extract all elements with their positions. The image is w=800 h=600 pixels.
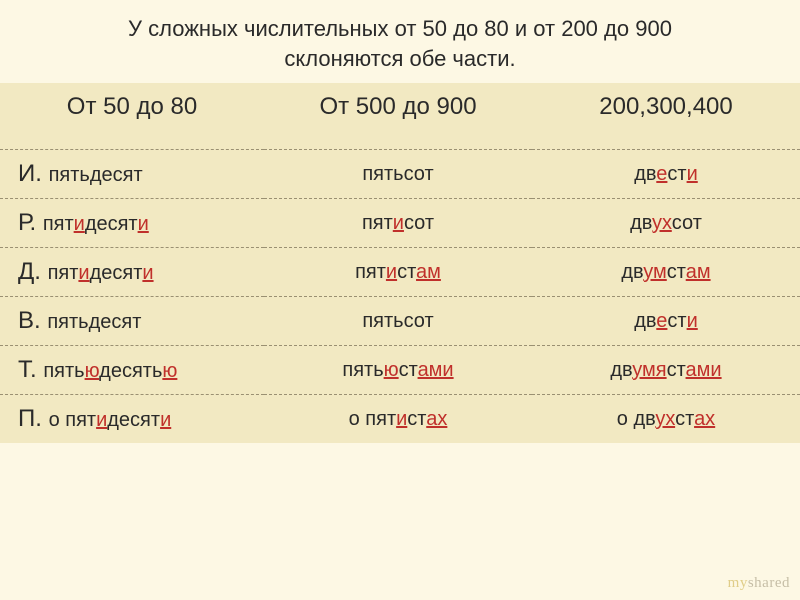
table-header-row: От 50 до 80 От 500 до 900 200,300,400 [0, 83, 800, 150]
value-cell: двести [532, 297, 800, 346]
case-cell: П. о пятидесяти [0, 395, 264, 444]
col-header-2: От 500 до 900 [264, 83, 532, 150]
case-letter: Д. [18, 258, 48, 285]
case-cell: Р. пятидесяти [0, 199, 264, 248]
watermark: myshared [728, 575, 790, 592]
case-cell: Т. пятьюдесятью [0, 346, 264, 395]
value-cell: пятисот [264, 199, 532, 248]
col-header-3: 200,300,400 [532, 83, 800, 150]
case-cell: Д. пятидесяти [0, 248, 264, 297]
value-cell: пятистам [264, 248, 532, 297]
case-cell: И. пятьдесят [0, 150, 264, 199]
slide: У сложных числительных от 50 до 80 и от … [0, 0, 800, 600]
case-letter: Р. [18, 209, 43, 236]
value-cell: о двухстах [532, 395, 800, 444]
title-line-2: склоняются обе части. [284, 46, 515, 71]
col-header-1: От 50 до 80 [0, 83, 264, 150]
value-cell: двухсот [532, 199, 800, 248]
table-row: Д. пятидесятипятистамдвумстам [0, 248, 800, 297]
table-row: В. пятьдесятпятьсотдвести [0, 297, 800, 346]
table-row: Р. пятидесятипятисотдвухсот [0, 199, 800, 248]
case-cell: В. пятьдесят [0, 297, 264, 346]
case-letter: П. [18, 405, 49, 432]
declension-table: От 50 до 80 От 500 до 900 200,300,400 И.… [0, 83, 800, 443]
case-letter: В. [18, 307, 47, 334]
slide-title: У сложных числительных от 50 до 80 и от … [0, 0, 800, 83]
table-row: Т. пятьюдесятьюпятьюстамидвумястами [0, 346, 800, 395]
value-cell: пятьсот [264, 150, 532, 199]
title-line-1: У сложных числительных от 50 до 80 и от … [128, 16, 672, 41]
value-cell: пятьсот [264, 297, 532, 346]
value-cell: двумстам [532, 248, 800, 297]
value-cell: двести [532, 150, 800, 199]
watermark-right: shared [748, 575, 790, 591]
table-row: П. о пятидесятио пятистахо двухстах [0, 395, 800, 444]
value-cell: пятьюстами [264, 346, 532, 395]
case-letter: И. [18, 160, 49, 187]
value-cell: о пятистах [264, 395, 532, 444]
case-letter: Т. [18, 356, 43, 383]
watermark-left: my [728, 575, 748, 591]
table-row: И. пятьдесятпятьсотдвести [0, 150, 800, 199]
value-cell: двумястами [532, 346, 800, 395]
